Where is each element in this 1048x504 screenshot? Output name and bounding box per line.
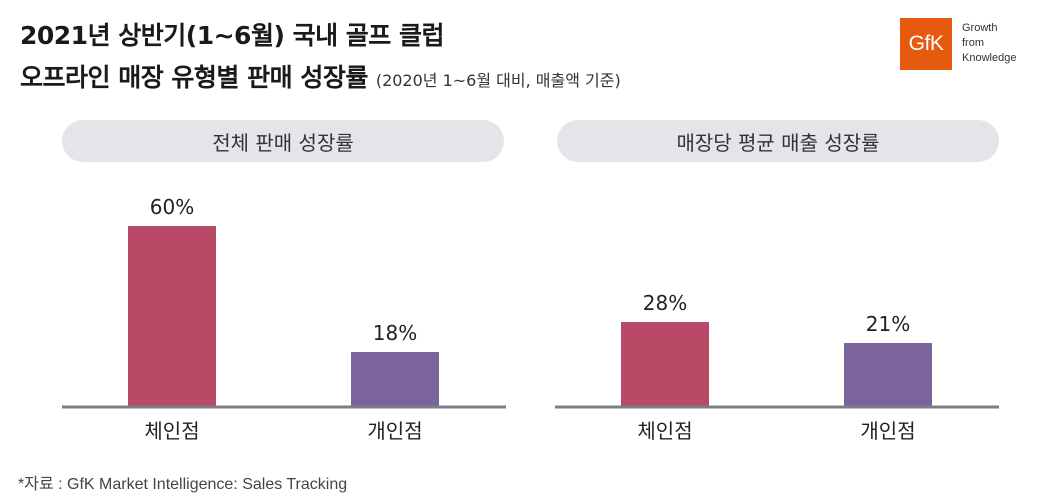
tagline-line-1: Growth: [962, 22, 998, 34]
logo-tagline: Growth from Knowledge: [962, 21, 1016, 66]
bar-1-2: [351, 352, 439, 406]
category-label-1-2: 개인점: [367, 419, 422, 443]
data-label-1-1: 60%: [150, 195, 194, 219]
source-note: *자료 : GfK Market Intelligence: Sales Tra…: [18, 476, 348, 493]
category-label-2-2: 개인점: [860, 419, 915, 443]
data-label-2-2: 21%: [866, 312, 910, 336]
tagline-line-2: from: [962, 37, 984, 49]
page-subtitle: 오프라인 매장 유형별 판매 성장률 (2020년 1~6월 대비, 매출액 기준…: [20, 58, 621, 94]
bar-2-2: [844, 343, 932, 406]
data-label-2-1: 28%: [643, 291, 687, 315]
subtitle-main: 오프라인 매장 유형별 판매 성장률: [20, 63, 368, 92]
chart-1-title: 전체 판매 성장률: [62, 120, 504, 162]
subtitle-note: (2020년 1~6월 대비, 매출액 기준): [375, 71, 621, 90]
tagline-line-3: Knowledge: [962, 52, 1017, 64]
page-title: 2021년 상반기(1~6월) 국내 골프 클럽: [20, 21, 445, 50]
bar-2-1: [621, 322, 709, 406]
bar-1-1: [128, 226, 216, 406]
category-label-1-1: 체인점: [144, 419, 199, 443]
data-label-1-2: 18%: [373, 321, 417, 345]
category-label-2-1: 체인점: [637, 419, 692, 443]
chart-2-title: 매장당 평균 매출 성장률: [557, 120, 999, 162]
gfk-logo: GfK: [900, 18, 952, 70]
